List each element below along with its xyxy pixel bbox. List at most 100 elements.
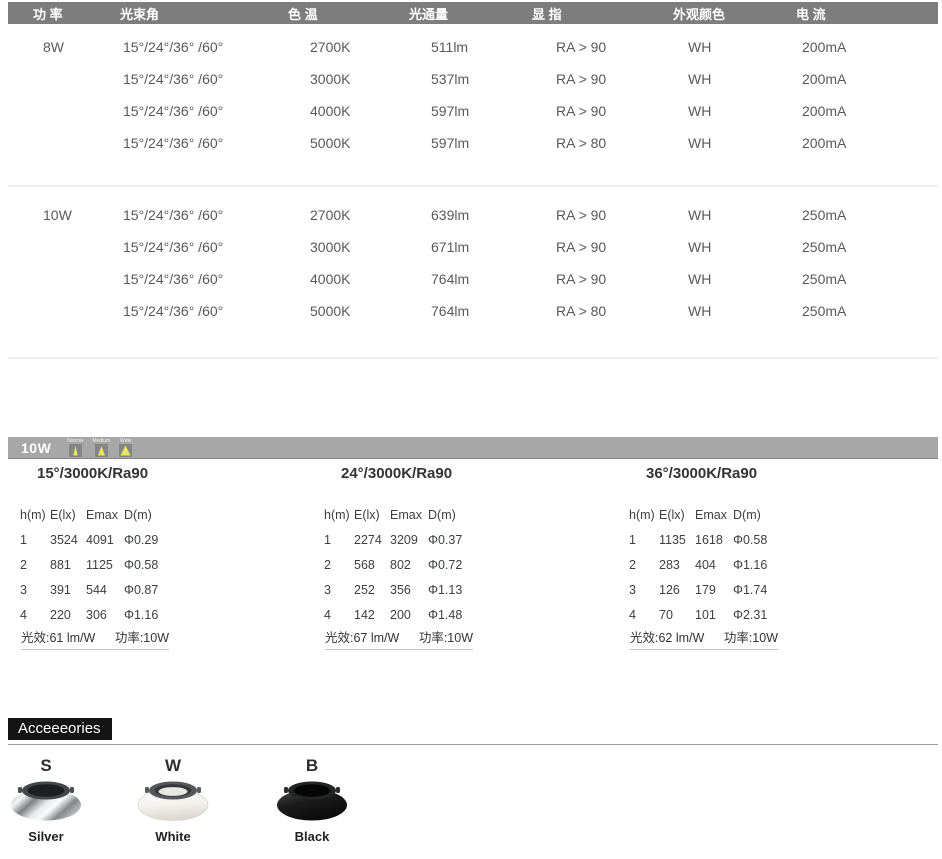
cct-cell: 5000K bbox=[310, 135, 351, 151]
col-header: h(m) bbox=[20, 508, 46, 522]
col-header: D(m) bbox=[124, 508, 152, 522]
cct-cell: 3000K bbox=[310, 239, 351, 255]
beam-angle-cell: 15°/24°/36° /60° bbox=[123, 103, 224, 119]
narrow-beam-icon: Narrow bbox=[67, 438, 83, 457]
cri-cell: RA > 90 bbox=[556, 207, 607, 223]
table-row: 4 70 101 Φ2.31 bbox=[629, 608, 768, 622]
col-header: Emax bbox=[390, 508, 422, 522]
photometric-table-15deg: 15°/3000K/Ra90 h(m) E(lx) Emax D(m) 1 352… bbox=[18, 465, 228, 650]
flux-cell: 597lm bbox=[431, 135, 470, 151]
cri-cell: RA > 90 bbox=[556, 239, 607, 255]
photometric-table-title: 15°/3000K/Ra90 bbox=[37, 465, 149, 482]
cri-cell: RA > 90 bbox=[556, 271, 607, 287]
table-row: 2 283 404 Φ1.16 bbox=[629, 558, 768, 572]
accessory-code: W bbox=[164, 756, 182, 775]
beam-angle-cell: 15°/24°/36° /60° bbox=[123, 135, 224, 151]
cct-cell: 2700K bbox=[310, 207, 351, 223]
efficacy-value: 光效:67 lm/W bbox=[325, 631, 400, 645]
col-header: E(lx) bbox=[354, 508, 380, 522]
accessory-label: White bbox=[155, 829, 191, 844]
accessories-title-box: Acceeeories bbox=[8, 718, 112, 740]
table-row: 15°/24°/36° /60° 5000K 597lm RA > 80 WH … bbox=[8, 127, 938, 159]
white-reflector-image bbox=[137, 781, 209, 821]
spec-group-8w: 8W 15°/24°/36° /60° 2700K 511lm RA > 90 … bbox=[8, 31, 938, 159]
black-reflector-image bbox=[277, 781, 347, 821]
table-row: 2 568 802 Φ0.72 bbox=[324, 558, 463, 572]
cri-cell: RA > 90 bbox=[556, 39, 607, 55]
table-row: 2 881 1125 Φ0.58 bbox=[20, 558, 159, 572]
photometric-header-row: h(m) E(lx) Emax D(m) bbox=[322, 507, 532, 523]
current-cell: 250mA bbox=[802, 239, 847, 255]
cri-cell: RA > 90 bbox=[556, 103, 607, 119]
beam-angle-cell: 15°/24°/36° /60° bbox=[123, 207, 224, 223]
current-cell: 200mA bbox=[802, 71, 847, 87]
table-row: 15°/24°/36° /60° 4000K 764lm RA > 90 WH … bbox=[8, 263, 938, 295]
flux-cell: 764lm bbox=[431, 271, 470, 287]
efficacy-value: 光效:62 lm/W bbox=[630, 631, 705, 645]
table-row: 3 252 356 Φ1.13 bbox=[324, 583, 463, 597]
table-row: 15°/24°/36° /60° 5000K 764lm RA > 80 WH … bbox=[8, 295, 938, 327]
flux-cell: 671lm bbox=[431, 239, 470, 255]
header-cri: 显 指 bbox=[532, 6, 562, 22]
flux-cell: 597lm bbox=[431, 103, 470, 119]
flux-cell: 511lm bbox=[431, 39, 469, 55]
col-header: E(lx) bbox=[659, 508, 685, 522]
accessory-label: Black bbox=[294, 829, 330, 844]
cct-cell: 5000K bbox=[310, 303, 351, 319]
cri-cell: RA > 80 bbox=[556, 303, 607, 319]
spec-group-10w: 10W 15°/24°/36° /60° 2700K 639lm RA > 90… bbox=[8, 199, 938, 327]
finish-cell: WH bbox=[688, 303, 712, 319]
finish-cell: WH bbox=[688, 103, 712, 119]
flux-cell: 639lm bbox=[431, 207, 470, 223]
power-value: 功率:10W bbox=[114, 631, 169, 645]
accessory-code: B bbox=[305, 756, 319, 775]
strip-power-label: 10W bbox=[21, 439, 52, 456]
col-header: E(lx) bbox=[50, 508, 76, 522]
photometric-table-36deg: 36°/3000K/Ra90 h(m) E(lx) Emax D(m) 1 113… bbox=[627, 465, 837, 650]
current-cell: 200mA bbox=[802, 103, 847, 119]
header-cct: 色 温 bbox=[288, 6, 318, 22]
col-header: h(m) bbox=[324, 508, 350, 522]
beam-icon-group: Narrow Medium Wide bbox=[67, 437, 133, 458]
cri-cell: RA > 80 bbox=[556, 135, 607, 151]
beam-angle-cell: 15°/24°/36° /60° bbox=[123, 71, 224, 87]
accessory-code: S bbox=[40, 756, 52, 775]
cct-cell: 3000K bbox=[310, 71, 351, 87]
photometric-table-title: 24°/3000K/Ra90 bbox=[341, 465, 453, 482]
table-row: 3 391 544 Φ0.87 bbox=[20, 583, 159, 597]
current-cell: 200mA bbox=[802, 135, 847, 151]
power-cell: 10W bbox=[43, 207, 72, 223]
accessories-divider bbox=[8, 744, 938, 745]
power-value: 功率:10W bbox=[723, 631, 778, 645]
header-beam-angle: 光束角 bbox=[120, 6, 160, 22]
current-cell: 250mA bbox=[802, 271, 847, 287]
header-finish: 外观颜色 bbox=[673, 6, 726, 22]
cct-cell: 4000K bbox=[310, 103, 351, 119]
photometric-strip-bar: 10W Narrow Medium Wide bbox=[8, 437, 938, 459]
header-power: 功 率 bbox=[33, 6, 63, 22]
finish-cell: WH bbox=[688, 207, 712, 223]
cri-cell: RA > 90 bbox=[556, 71, 607, 87]
section-divider bbox=[8, 185, 938, 187]
photometric-footer: 光效:67 lm/W 功率:10W bbox=[325, 630, 473, 650]
table-row: 1 1135 1618 Φ0.58 bbox=[629, 533, 768, 547]
current-cell: 250mA bbox=[802, 303, 847, 319]
medium-beam-glyph bbox=[94, 444, 108, 457]
table-row: 1 2274 3209 Φ0.37 bbox=[324, 533, 463, 547]
accessory-item-black: B Black bbox=[266, 756, 358, 844]
current-cell: 250mA bbox=[802, 207, 847, 223]
finish-cell: WH bbox=[688, 39, 712, 55]
medium-beam-icon: Medium bbox=[92, 438, 110, 457]
col-header: h(m) bbox=[629, 508, 655, 522]
col-header: Emax bbox=[86, 508, 118, 522]
table-row: 4 142 200 Φ1.48 bbox=[324, 608, 463, 622]
accessory-item-white: W White bbox=[127, 756, 219, 844]
cct-cell: 4000K bbox=[310, 271, 351, 287]
spec-table-body: 8W 15°/24°/36° /60° 2700K 511lm RA > 90 … bbox=[8, 24, 938, 359]
table-row: 1 3524 4091 Φ0.29 bbox=[20, 533, 159, 547]
photometric-table-title: 36°/3000K/Ra90 bbox=[646, 465, 758, 482]
beam-angle-cell: 15°/24°/36° /60° bbox=[123, 271, 224, 287]
accessory-item-silver: S Silver bbox=[0, 756, 92, 844]
header-flux: 光通量 bbox=[409, 6, 449, 22]
